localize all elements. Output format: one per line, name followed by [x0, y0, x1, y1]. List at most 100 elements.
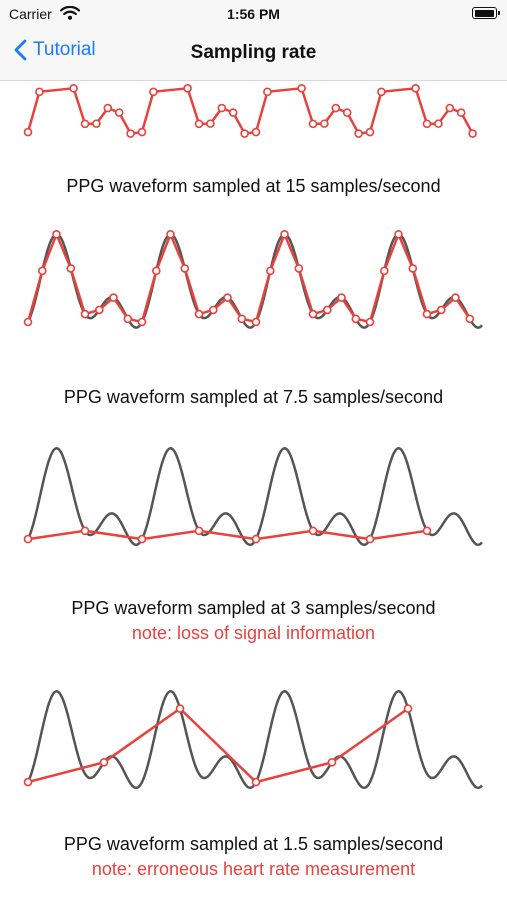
sample-point	[23, 534, 33, 544]
sample-point	[194, 119, 204, 129]
sample-point	[322, 305, 332, 315]
sample-point	[251, 777, 261, 787]
sample-point	[109, 293, 118, 302]
battery-icon	[472, 7, 500, 19]
chevron-left-icon	[14, 39, 27, 61]
true-waveform-line	[26, 447, 483, 547]
sample-point	[223, 293, 232, 302]
sample-point	[149, 87, 158, 97]
sample-point	[52, 230, 61, 239]
sample-point	[308, 309, 318, 319]
sample-point	[403, 704, 413, 713]
sample-point	[308, 526, 318, 536]
sample-point	[365, 127, 375, 137]
sample-point	[468, 129, 477, 138]
sample-point	[294, 264, 304, 273]
sample-point	[445, 103, 455, 113]
sample-point	[408, 264, 418, 273]
sample-point	[228, 108, 238, 117]
content-scroll-view[interactable]: PPG waveform sampled at 15 samples/secon…	[0, 81, 507, 900]
sample-point	[237, 314, 247, 324]
sample-point	[137, 127, 147, 137]
sample-point	[263, 87, 272, 97]
sample-point	[465, 314, 475, 324]
sample-point	[23, 777, 33, 787]
sample-point	[123, 314, 133, 324]
sample-point	[436, 305, 446, 315]
sample-point	[365, 317, 375, 327]
sample-point	[377, 87, 386, 97]
sample-point	[337, 293, 346, 302]
sample-point	[35, 87, 44, 97]
sample-point	[69, 84, 78, 93]
caption-3-samples: PPG waveform sampled at 3 samples/second	[71, 598, 436, 618]
waveform-plot-3	[23, 447, 483, 547]
sample-point	[434, 119, 443, 128]
sample-point	[80, 119, 90, 129]
sample-point	[422, 119, 432, 129]
sample-point	[217, 103, 227, 113]
sample-point	[394, 230, 403, 239]
sampled-line	[26, 230, 471, 324]
sample-point	[99, 758, 109, 767]
sample-point	[280, 230, 289, 239]
note-erroneous-heart-rate: note: erroneous heart rate measurement	[91, 859, 416, 879]
sample-point	[331, 103, 341, 113]
sample-point	[126, 129, 135, 138]
note-loss-of-signal: note: loss of signal information	[131, 623, 376, 643]
sample-point	[320, 119, 329, 128]
navigation-bar: Tutorial Sampling rate	[0, 30, 507, 81]
sample-point	[240, 129, 249, 138]
waveform-plot-1-5	[23, 690, 483, 790]
sample-point	[411, 84, 420, 93]
sample-point	[379, 266, 389, 276]
sample-point	[23, 127, 33, 137]
sample-point	[265, 266, 275, 276]
sample-point	[23, 317, 33, 327]
sample-point	[451, 293, 460, 302]
status-bar: Carrier 1:56 PM	[0, 0, 507, 30]
sample-point	[66, 264, 76, 273]
sample-point	[95, 305, 104, 315]
sample-point	[166, 230, 175, 239]
carrier-label: Carrier	[9, 6, 52, 22]
caption-1-5-samples: PPG waveform sampled at 1.5 samples/seco…	[63, 834, 444, 854]
sample-point	[422, 309, 432, 319]
sample-point	[92, 119, 101, 128]
sample-point	[114, 108, 124, 117]
sample-point	[103, 103, 113, 113]
sample-point	[327, 758, 337, 767]
sample-point	[175, 704, 185, 713]
sample-point	[251, 534, 261, 544]
sample-point	[422, 526, 432, 536]
sample-point	[342, 108, 352, 117]
sample-point	[251, 317, 261, 327]
sample-point	[194, 309, 204, 319]
true-waveform-line	[26, 690, 483, 790]
sample-point	[180, 264, 190, 273]
back-button[interactable]: Tutorial	[14, 39, 96, 61]
sample-point	[137, 534, 147, 544]
sample-point	[209, 305, 218, 315]
sample-point	[456, 108, 466, 117]
back-button-label: Tutorial	[33, 39, 96, 60]
sample-point	[183, 84, 192, 93]
sample-point	[152, 266, 161, 276]
sample-point	[194, 526, 204, 536]
sample-point	[80, 526, 90, 536]
sample-point	[80, 309, 90, 319]
sample-point	[308, 119, 318, 129]
sampled-line	[27, 706, 409, 784]
sample-point	[251, 127, 261, 137]
true-waveform-line	[26, 233, 483, 329]
sample-point	[351, 314, 361, 324]
sample-point	[354, 129, 363, 138]
caption-15-samples: PPG waveform sampled at 15 samples/secon…	[66, 176, 441, 196]
waveform-plot-7-5	[23, 230, 483, 329]
status-time: 1:56 PM	[227, 6, 280, 22]
sample-point	[297, 84, 306, 93]
sample-point	[206, 119, 215, 128]
wifi-icon	[60, 6, 80, 20]
caption-7-5-samples: PPG waveform sampled at 7.5 samples/seco…	[63, 387, 444, 407]
sample-point	[137, 317, 147, 327]
